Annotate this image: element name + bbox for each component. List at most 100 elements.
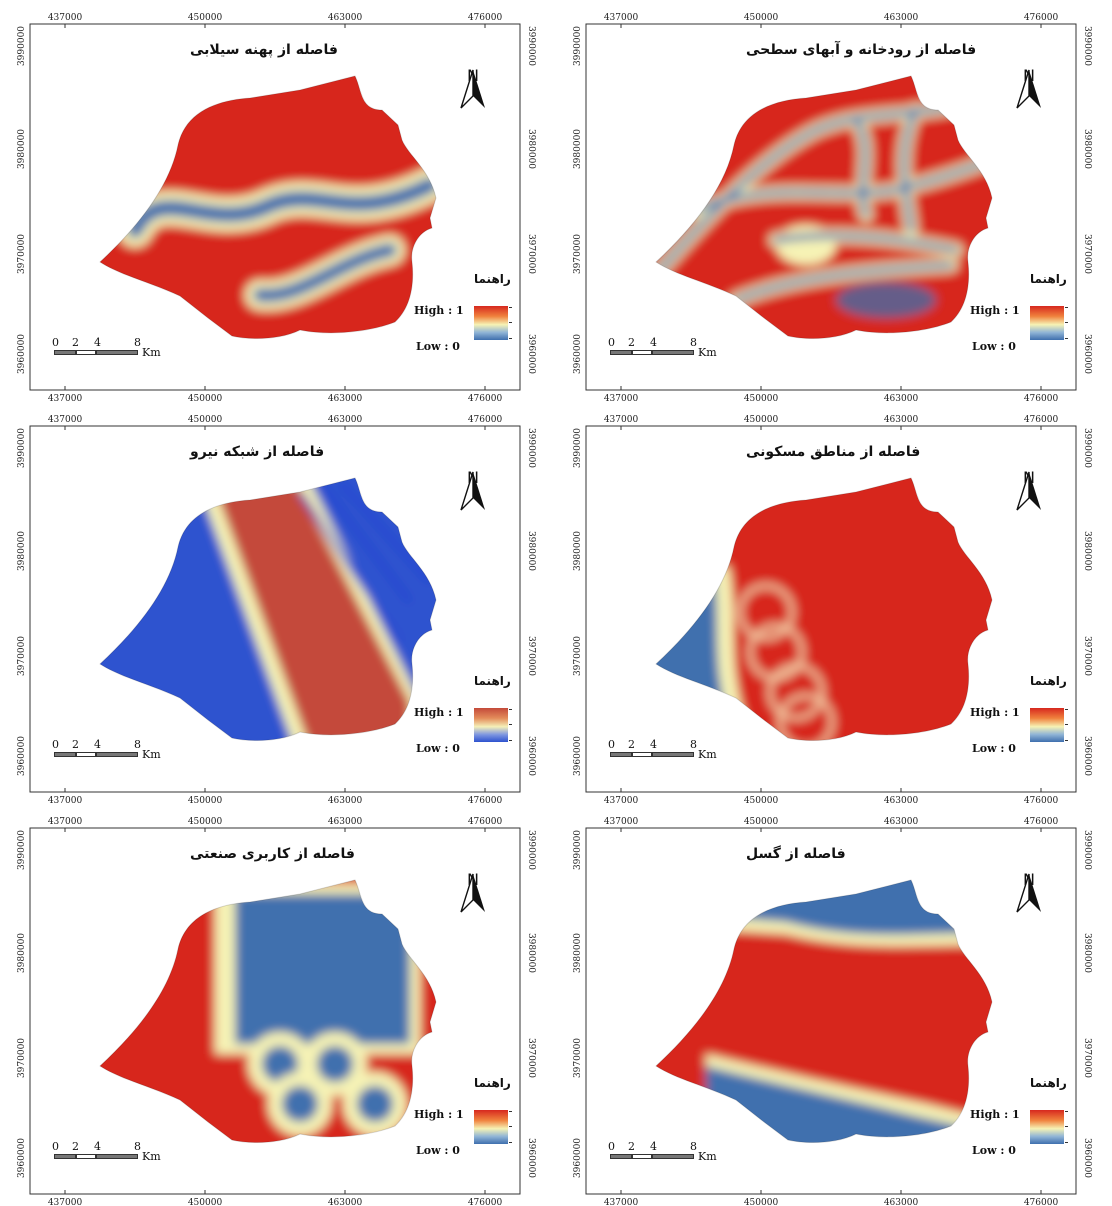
x-tick-label-top: 463000 [884, 13, 919, 23]
scale-tick-label: 8 [690, 336, 697, 349]
x-tick-label-top: 437000 [604, 817, 639, 827]
study-area-outline [655, 477, 993, 741]
y-tick-label-right: 3980000 [526, 129, 536, 169]
legend-low-label: Low : 0 [416, 1144, 460, 1157]
scale-tick-label: 0 [52, 1140, 59, 1153]
y-tick-label-left: 3960000 [17, 736, 27, 776]
y-tick-label-right: 3980000 [526, 531, 536, 571]
y-tick-label-right: 3960000 [526, 736, 536, 776]
legend-title: راهنما [474, 674, 511, 688]
y-tick-label-left: 3990000 [17, 830, 27, 870]
y-tick-label-left: 3980000 [17, 933, 27, 973]
map-title: فاصله از مناطق مسکونی [746, 444, 921, 460]
y-tick-label-right: 3970000 [526, 1038, 536, 1078]
scale-tick-label: 2 [628, 738, 635, 751]
legend-title: راهنما [1030, 272, 1067, 286]
scale-bar-segment [610, 752, 632, 757]
x-tick-label-bottom: 463000 [328, 1198, 363, 1206]
scale-bar-segment [76, 752, 96, 757]
scale-bar-segment [96, 752, 138, 757]
x-tick-label-bottom: 450000 [744, 1198, 779, 1206]
scale-unit-label: Km [142, 748, 161, 761]
y-tick-label-right: 3980000 [1082, 933, 1092, 973]
x-tick-label-top: 450000 [744, 817, 779, 827]
y-tick-label-left: 3980000 [573, 933, 583, 973]
map-canvas: 437000 437000 450000 450000 463000 463000 4760… [573, 817, 1092, 1206]
north-arrow-icon: N [458, 872, 488, 913]
y-tick-label-right: 3960000 [1082, 1138, 1092, 1178]
x-tick-label-bottom: 476000 [468, 796, 503, 804]
y-tick-label-left: 3990000 [573, 830, 583, 870]
scale-tick-label: 2 [628, 336, 635, 349]
y-tick-label-left: 3960000 [17, 334, 27, 374]
y-tick-label-left: 3970000 [17, 1038, 27, 1078]
scale-unit-label: Km [142, 1150, 161, 1163]
scale-bar-segment [54, 752, 76, 757]
x-tick-label-bottom: 463000 [884, 1198, 919, 1206]
legend-high-label: High : 1 [970, 1108, 1020, 1121]
y-tick-label-left: 3970000 [573, 1038, 583, 1078]
x-tick-label-bottom: 476000 [468, 1198, 503, 1206]
map-canvas: 437000 437000 450000 450000 463000 463000 4760… [17, 817, 536, 1206]
scale-tick-label: 4 [650, 1140, 657, 1153]
x-tick-label-top: 463000 [328, 13, 363, 23]
legend-title: راهنما [474, 1076, 511, 1090]
x-tick-label-bottom: 450000 [188, 394, 223, 402]
y-tick-label-right: 3960000 [526, 1138, 536, 1178]
scale-bar-segment [652, 752, 694, 757]
legend-title: راهنما [1030, 1076, 1067, 1090]
x-tick-label-top: 437000 [604, 13, 639, 23]
scale-unit-label: Km [698, 748, 717, 761]
x-tick-label-top: 463000 [884, 817, 919, 827]
x-tick-label-top: 476000 [468, 817, 503, 827]
x-tick-label-bottom: 437000 [48, 394, 83, 402]
study-area-outline [99, 879, 437, 1143]
x-tick-label-bottom: 450000 [188, 796, 223, 804]
scale-bar-segment [652, 1154, 694, 1159]
map-title: فاصله از پهنه سیلابی [190, 42, 338, 58]
y-tick-label-right: 3960000 [1082, 334, 1092, 374]
x-tick-label-top: 437000 [48, 817, 83, 827]
scale-tick-label: 2 [72, 1140, 79, 1153]
y-tick-label-left: 3990000 [17, 26, 27, 66]
y-tick-label-right: 3960000 [526, 334, 536, 374]
legend-low-label: Low : 0 [972, 1144, 1016, 1157]
legend-color-ramp [474, 1110, 512, 1144]
north-arrow-icon: N [458, 68, 488, 109]
y-tick-label-right: 3970000 [1082, 234, 1092, 274]
scale-tick-label: 0 [52, 738, 59, 751]
x-tick-label-bottom: 476000 [468, 394, 503, 402]
legend-low-label: Low : 0 [972, 742, 1016, 755]
x-tick-label-bottom: 450000 [744, 394, 779, 402]
y-tick-label-right: 3990000 [526, 830, 536, 870]
scale-bar-segment [96, 350, 138, 355]
scale-tick-label: 0 [608, 336, 615, 349]
scale-bar: 0 2 4 8 Km [52, 1140, 172, 1164]
y-tick-label-right: 3980000 [1082, 531, 1092, 571]
scale-bar-segment [76, 350, 96, 355]
y-tick-label-left: 3990000 [17, 428, 27, 468]
y-tick-label-left: 3980000 [573, 129, 583, 169]
x-tick-label-top: 437000 [48, 13, 83, 23]
y-tick-label-left: 3980000 [573, 531, 583, 571]
legend-color-ramp [1030, 708, 1068, 742]
y-tick-label-right: 3970000 [1082, 636, 1092, 676]
scale-tick-label: 4 [650, 738, 657, 751]
north-arrow-icon: N [458, 470, 488, 511]
x-tick-label-bottom: 463000 [328, 796, 363, 804]
study-area-outline [99, 477, 437, 741]
y-tick-label-right: 3980000 [526, 933, 536, 973]
scale-bar-segment [76, 1154, 96, 1159]
y-tick-label-right: 3970000 [526, 234, 536, 274]
scale-bar-segment [54, 1154, 76, 1159]
x-tick-label-top: 450000 [744, 415, 779, 425]
y-tick-label-left: 3960000 [573, 334, 583, 374]
map-title: فاصله از رودخانه و آبهای سطحی [746, 42, 977, 58]
scale-unit-label: Km [142, 346, 161, 359]
map-title: فاصله از کاربری صنعتی [190, 846, 355, 862]
legend-low-label: Low : 0 [416, 340, 460, 353]
y-tick-label-right: 3990000 [1082, 428, 1092, 468]
x-tick-label-bottom: 463000 [884, 796, 919, 804]
scale-tick-label: 4 [94, 738, 101, 751]
scale-bar: 0 2 4 8 Km [608, 738, 728, 762]
